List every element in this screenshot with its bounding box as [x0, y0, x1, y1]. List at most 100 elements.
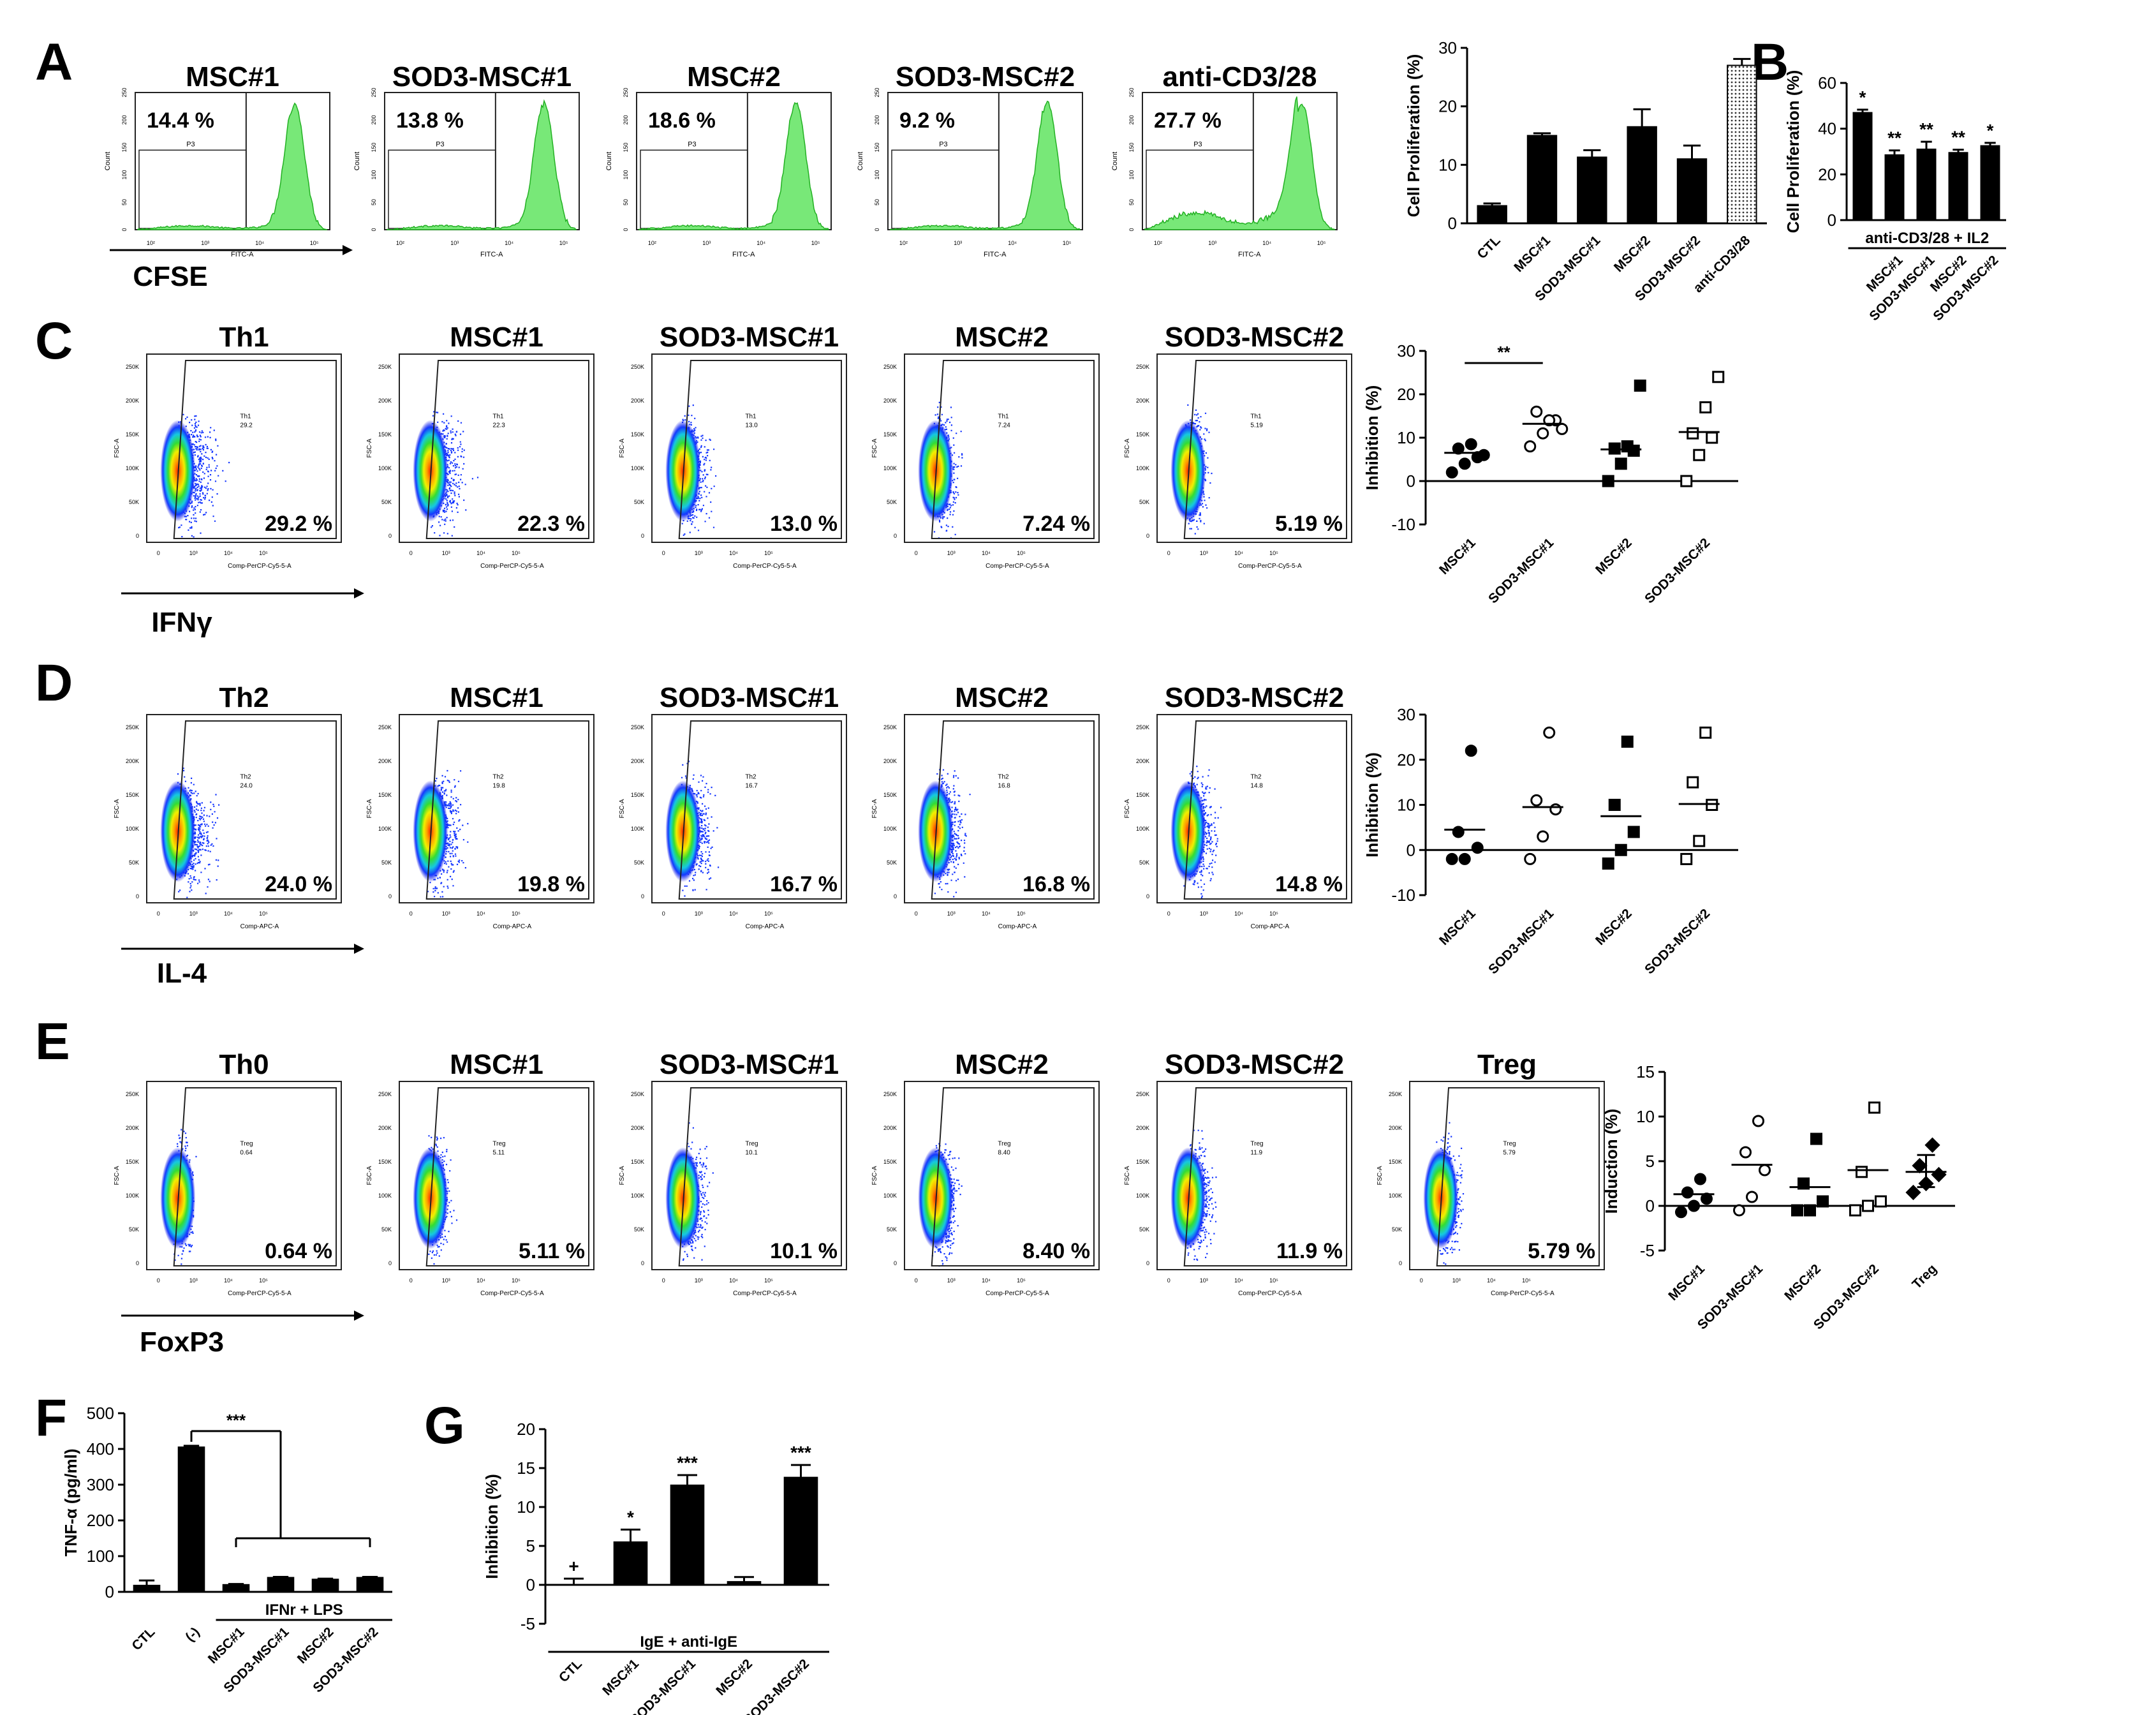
- y-tick-label: 0: [641, 893, 644, 900]
- y-tick-label: 100: [874, 170, 880, 179]
- y-tick-label: 50K: [634, 859, 644, 866]
- plot-title: MSC#1: [450, 682, 543, 713]
- y-tick-label: 50K: [129, 499, 139, 505]
- y-tick-label: 0: [641, 533, 644, 539]
- axis-x-label: Comp-PerCP-Cy5-5-A: [480, 563, 544, 570]
- group-label: IgE + anti-IgE: [640, 1633, 737, 1651]
- x-tick-label: 10³: [442, 910, 450, 917]
- x-tick-label: 10⁴: [729, 1277, 738, 1284]
- y-tick-label: 250K: [1136, 724, 1149, 731]
- y-tick-label: 200K: [631, 758, 644, 764]
- x-tick-label: 10⁵: [764, 1277, 773, 1284]
- plot-title: Th1: [219, 322, 269, 353]
- percent-label: 16.8 %: [1023, 872, 1090, 896]
- marker-arrow-head: [354, 944, 364, 954]
- y-tick-label: 0: [894, 893, 897, 900]
- data-point: [1471, 842, 1484, 854]
- x-tick-label: 10⁵: [1269, 910, 1278, 917]
- y-tick-label: 250K: [126, 724, 139, 731]
- x-tick-label: 0: [915, 910, 918, 917]
- data-point: [1445, 466, 1458, 479]
- y-axis-label: Induction (%): [1602, 1109, 1621, 1214]
- density-plot: Th2 24.0 FSC-A Comp-APC-A 0 50K 100K 150K 200K 25…: [114, 682, 342, 930]
- data-point: [1693, 449, 1706, 461]
- density-plot: Th2 19.8 FSC-A Comp-APC-A 0 50K 100K 150K 200K 25…: [366, 682, 594, 930]
- marker-arrow-head: [343, 245, 353, 255]
- x-tick-label: 10⁵: [559, 240, 568, 246]
- y-tick-label: 150: [371, 142, 377, 152]
- gate-value: 29.2: [240, 422, 253, 429]
- panel-letter-g: G: [424, 1397, 465, 1455]
- category-label: SOD3-MSC#1: [1486, 535, 1556, 606]
- y-tick-label: 0: [1407, 471, 1415, 491]
- y-tick-label: 0: [136, 1260, 139, 1266]
- gate-name: Th1: [998, 413, 1009, 420]
- x-tick-label: 10²: [396, 240, 404, 246]
- category-label: SOD3-MSC#1: [1486, 906, 1556, 977]
- data-point: [1712, 371, 1725, 383]
- axis-y-label: FSC-A: [366, 438, 373, 457]
- x-tick-label: 10⁵: [811, 240, 820, 246]
- bar: [783, 1476, 818, 1586]
- histogram-plot: P3 Count FITC-A 0 50 100 150 200 250 10² 10³ 10⁴ 10⁵…: [857, 61, 1083, 258]
- y-tick-label: 20: [1397, 385, 1415, 404]
- x-tick-label: 10⁴: [255, 240, 264, 246]
- x-tick-label: 0: [157, 910, 160, 917]
- histogram-curve: [890, 100, 1081, 230]
- axis-x-label: Comp-PerCP-Cy5-5-A: [480, 1290, 544, 1297]
- y-tick-label: 250K: [883, 364, 897, 370]
- percent-label: 22.3 %: [517, 512, 585, 536]
- panel-c-ifng-plots: Th1 29.2 FSC-A Comp-PerCP-Cy5-5-A 0 50K 100K 15…: [114, 322, 1352, 638]
- y-tick-label: 0: [1128, 228, 1135, 231]
- y-tick-label: 100K: [883, 465, 897, 471]
- gate-polygon: [1436, 1087, 1600, 1266]
- y-tick-label: 150K: [631, 1159, 644, 1165]
- x-tick-label: 10⁵: [310, 240, 319, 246]
- data-point: [1791, 1204, 1803, 1217]
- x-tick-label: 10⁵: [1317, 240, 1326, 246]
- marker-label: IFNγ: [151, 607, 212, 638]
- y-tick-label: 50: [1128, 199, 1135, 205]
- gate-name: Th2: [745, 773, 757, 780]
- y-tick-label: 250: [623, 87, 629, 97]
- y-tick-label: 50K: [381, 859, 392, 866]
- data-point: [1543, 726, 1556, 739]
- y-tick-label: 5: [526, 1536, 535, 1555]
- data-point: [1924, 1137, 1940, 1153]
- percent-label: 5.79 %: [1528, 1239, 1595, 1263]
- percent-label: 0.64 %: [265, 1239, 332, 1263]
- y-tick-label: 50K: [634, 499, 644, 505]
- data-point: [1693, 835, 1706, 847]
- category-label: MSC#2: [1593, 535, 1635, 577]
- category-label: Treg: [1909, 1261, 1940, 1292]
- y-axis-label: Cell Proliferation (%): [1404, 54, 1423, 218]
- y-tick-label: 150K: [1136, 1159, 1149, 1165]
- panel-letter-f: F: [35, 1389, 67, 1447]
- x-tick-label: 10⁵: [512, 550, 521, 556]
- data-point: [1868, 1101, 1880, 1114]
- bar: [1526, 135, 1558, 225]
- percent-label: 13.0 %: [770, 512, 838, 536]
- x-tick-label: 0: [410, 910, 413, 917]
- y-tick-label: 10: [1636, 1107, 1655, 1126]
- axis-x-label: Comp-APC-A: [746, 923, 785, 930]
- gate-polygon: [931, 360, 1095, 539]
- data-point: [1804, 1204, 1816, 1217]
- plot-title: MSC#2: [955, 682, 1049, 713]
- y-tick-label: 250K: [631, 1091, 644, 1097]
- plot-title: SOD3-MSC#2: [896, 61, 1075, 93]
- x-tick-label: 10⁴: [982, 910, 991, 917]
- gate-name: Treg: [998, 1140, 1010, 1147]
- density-plot: Treg 0.64 FSC-A Comp-PerCP-Cy5-5-A 0 50K 100K 1…: [114, 1049, 342, 1297]
- gate-polygon: [425, 360, 589, 539]
- category-label: CTL: [556, 1656, 585, 1685]
- panel-f-bar-chart: 0 100 200 300 400 500 TNF-α (pg/ml) CTL (-) MSC#1…: [61, 1404, 392, 1695]
- x-tick-label: 10³: [189, 1277, 198, 1284]
- bar: [311, 1578, 339, 1593]
- y-tick-label: 300: [87, 1475, 114, 1494]
- x-tick-label: 10⁴: [1234, 910, 1243, 917]
- plot-title: MSC#1: [450, 1049, 543, 1080]
- y-tick-label: 50K: [1139, 1226, 1149, 1233]
- x-tick-label: 10⁴: [476, 550, 485, 556]
- y-tick-label: 250K: [378, 364, 392, 370]
